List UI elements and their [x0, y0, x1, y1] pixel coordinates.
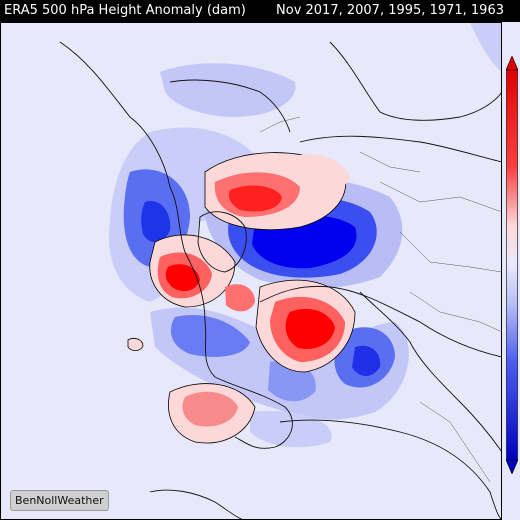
- coastline-south-america: [149, 489, 246, 520]
- anomaly-positive-strong-europe: [285, 308, 335, 350]
- anomaly-negative-weak-north: [160, 63, 296, 117]
- anomaly-positive-mid-africa: [182, 391, 238, 427]
- anomaly-negative-strong-pacific: [141, 201, 171, 243]
- colorbar-bottom-arrow: [506, 459, 518, 474]
- anomaly-negative-weak-northeast: [470, 22, 502, 72]
- coastline-europe: [359, 291, 502, 453]
- coastlines: [59, 41, 502, 520]
- title-bar: ERA5 500 hPa Height Anomaly (dam) Nov 20…: [0, 0, 520, 22]
- coastline-africa: [279, 419, 502, 520]
- colorbar-top-arrow: [506, 56, 518, 71]
- anomaly-positive-strong-alaska: [228, 185, 282, 212]
- coastline-eurasia: [259, 135, 502, 358]
- credit-badge: BenNollWeather: [10, 490, 109, 511]
- anomaly-negative-mid-atlantic-west: [170, 314, 250, 357]
- colorbar: [506, 56, 518, 474]
- anomaly-map: [0, 22, 502, 520]
- anomaly-positive-strong-greenland: [165, 264, 200, 292]
- coastline-alaska: [169, 79, 291, 133]
- coastline-north-america: [59, 41, 293, 449]
- anomaly-positive-mid-atlantic: [225, 284, 255, 312]
- anomaly-negative-strong-atlantic-east: [352, 345, 381, 377]
- coastline-asia-east: [329, 41, 502, 121]
- anomaly-positive-weak-pacific: [127, 338, 144, 352]
- political-borders: [259, 116, 502, 483]
- chart-subtitle: Nov 2017, 2007, 1995, 1971, 1963: [276, 3, 504, 18]
- coastline-greenland: [197, 211, 247, 273]
- chart-title: ERA5 500 hPa Height Anomaly (dam): [4, 3, 246, 18]
- anomaly-positive-weak-siberia: [289, 154, 350, 191]
- colorbar-scale: [506, 69, 518, 461]
